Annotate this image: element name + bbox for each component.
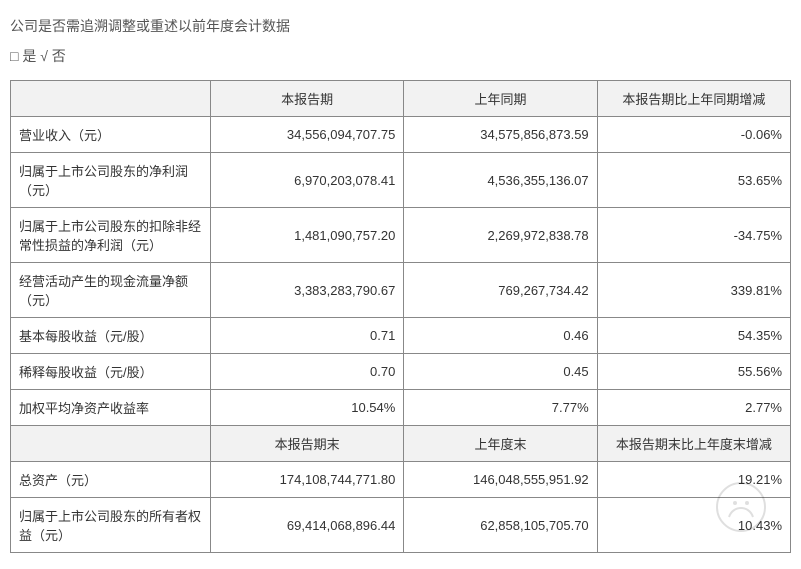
- table1-header-blank: [11, 81, 211, 117]
- row-label: 归属于上市公司股东的净利润（元）: [11, 153, 211, 208]
- row-change: 10.43%: [597, 498, 790, 553]
- row-change: 55.56%: [597, 354, 790, 390]
- table-row: 稀释每股收益（元/股） 0.70 0.45 55.56%: [11, 354, 791, 390]
- row-prior: 62,858,105,705.70: [404, 498, 597, 553]
- row-prior: 0.45: [404, 354, 597, 390]
- row-change: 2.77%: [597, 390, 790, 426]
- table1-header-current: 本报告期: [211, 81, 404, 117]
- row-change: -0.06%: [597, 117, 790, 153]
- row-label: 加权平均净资产收益率: [11, 390, 211, 426]
- row-change: 19.21%: [597, 462, 790, 498]
- table2-header-blank: [11, 426, 211, 462]
- table-row: 基本每股收益（元/股） 0.71 0.46 54.35%: [11, 318, 791, 354]
- row-prior: 34,575,856,873.59: [404, 117, 597, 153]
- table1-header-change: 本报告期比上年同期增减: [597, 81, 790, 117]
- row-label: 稀释每股收益（元/股）: [11, 354, 211, 390]
- row-prior: 2,269,972,838.78: [404, 208, 597, 263]
- table-row: 归属于上市公司股东的扣除非经常性损益的净利润（元） 1,481,090,757.…: [11, 208, 791, 263]
- row-label: 经营活动产生的现金流量净额（元）: [11, 263, 211, 318]
- row-current: 0.70: [211, 354, 404, 390]
- row-prior: 4,536,355,136.07: [404, 153, 597, 208]
- row-current: 34,556,094,707.75: [211, 117, 404, 153]
- row-prior: 769,267,734.42: [404, 263, 597, 318]
- row-change: 53.65%: [597, 153, 790, 208]
- row-current: 69,414,068,896.44: [211, 498, 404, 553]
- row-current: 3,383,283,790.67: [211, 263, 404, 318]
- financial-table: 本报告期 上年同期 本报告期比上年同期增减 营业收入（元） 34,556,094…: [10, 80, 791, 553]
- row-current: 0.71: [211, 318, 404, 354]
- row-label: 归属于上市公司股东的扣除非经常性损益的净利润（元）: [11, 208, 211, 263]
- table-row: 经营活动产生的现金流量净额（元） 3,383,283,790.67 769,26…: [11, 263, 791, 318]
- row-label: 总资产（元）: [11, 462, 211, 498]
- table-row: 归属于上市公司股东的所有者权益（元） 69,414,068,896.44 62,…: [11, 498, 791, 553]
- table2-header-change: 本报告期末比上年度末增减: [597, 426, 790, 462]
- row-label: 基本每股收益（元/股）: [11, 318, 211, 354]
- table1-header-prior: 上年同期: [404, 81, 597, 117]
- table2-header-prior: 上年度末: [404, 426, 597, 462]
- table2-header-row: 本报告期末 上年度末 本报告期末比上年度末增减: [11, 426, 791, 462]
- table-row: 归属于上市公司股东的净利润（元） 6,970,203,078.41 4,536,…: [11, 153, 791, 208]
- intro-text: 公司是否需追溯调整或重述以前年度会计数据: [10, 16, 791, 36]
- row-current: 174,108,744,771.80: [211, 462, 404, 498]
- row-current: 6,970,203,078.41: [211, 153, 404, 208]
- table-row: 总资产（元） 174,108,744,771.80 146,048,555,95…: [11, 462, 791, 498]
- choice-text: □ 是 √ 否: [10, 46, 791, 66]
- row-change: 339.81%: [597, 263, 790, 318]
- row-prior: 0.46: [404, 318, 597, 354]
- row-label: 归属于上市公司股东的所有者权益（元）: [11, 498, 211, 553]
- row-current: 1,481,090,757.20: [211, 208, 404, 263]
- row-current: 10.54%: [211, 390, 404, 426]
- row-change: -34.75%: [597, 208, 790, 263]
- row-prior: 146,048,555,951.92: [404, 462, 597, 498]
- table-row: 加权平均净资产收益率 10.54% 7.77% 2.77%: [11, 390, 791, 426]
- table1-header-row: 本报告期 上年同期 本报告期比上年同期增减: [11, 81, 791, 117]
- row-prior: 7.77%: [404, 390, 597, 426]
- table-row: 营业收入（元） 34,556,094,707.75 34,575,856,873…: [11, 117, 791, 153]
- table2-header-current: 本报告期末: [211, 426, 404, 462]
- row-label: 营业收入（元）: [11, 117, 211, 153]
- row-change: 54.35%: [597, 318, 790, 354]
